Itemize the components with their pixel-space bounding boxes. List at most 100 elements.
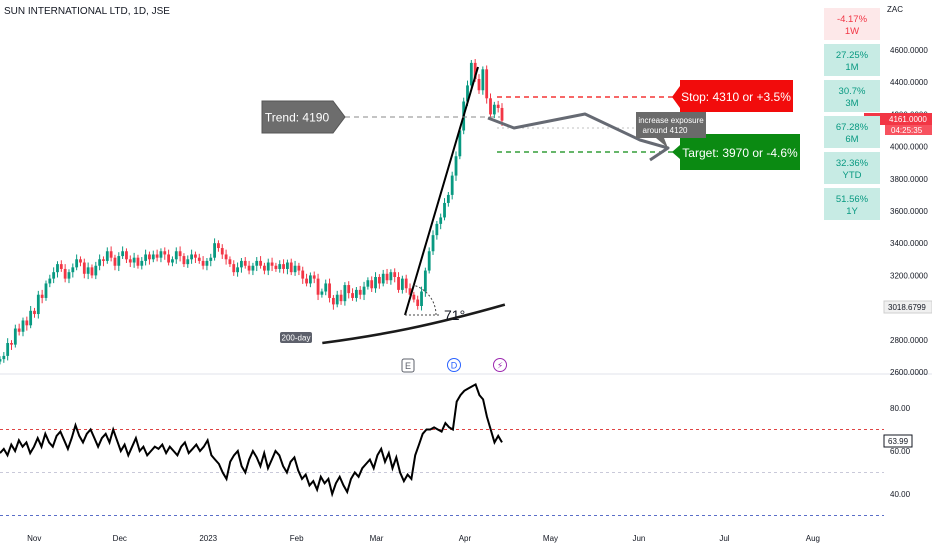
- ma-200-tag-bg: [280, 332, 312, 343]
- candle: [44, 280, 48, 301]
- trend-callout[interactable]: Trend: 4190: [261, 100, 346, 134]
- candle-body: [400, 278, 404, 290]
- candle-body: [274, 265, 278, 269]
- candle: [79, 256, 82, 267]
- candle: [121, 246, 125, 259]
- candle-body: [113, 257, 117, 266]
- perf-cell-1y[interactable]: 51.56%1Y: [824, 188, 880, 220]
- candle: [128, 255, 132, 268]
- candle-body: [25, 320, 29, 326]
- candle-body: [132, 257, 136, 263]
- time-tick-label: Feb: [290, 534, 304, 543]
- ma-200-line[interactable]: [322, 303, 506, 345]
- candle: [178, 246, 182, 262]
- price-tick-label: 3600.0000: [890, 207, 928, 216]
- candle: [243, 257, 247, 269]
- candle: [59, 260, 63, 272]
- candle-body: [297, 265, 301, 271]
- candle: [266, 258, 270, 276]
- candle-body: [282, 264, 285, 269]
- candle: [220, 244, 224, 259]
- candle-body: [328, 283, 331, 298]
- candle-body: [136, 257, 140, 266]
- trend-line[interactable]: [404, 66, 479, 316]
- candle-body: [316, 278, 320, 295]
- candle: [0, 356, 2, 365]
- candle-body: [174, 251, 178, 260]
- candle-body: [125, 251, 128, 260]
- candle-body: [397, 277, 400, 290]
- perf-cell-3m[interactable]: 30.7%3M: [824, 80, 880, 112]
- candle-body: [71, 267, 75, 273]
- candle: [366, 277, 370, 290]
- candle: [385, 268, 389, 284]
- event-badge: [401, 358, 415, 373]
- projection-path[interactable]: [487, 112, 670, 162]
- candle: [328, 278, 331, 303]
- candle-body: [52, 272, 56, 279]
- candle-body: [67, 272, 71, 279]
- rsi-line[interactable]: [0, 382, 503, 498]
- candle-body: [427, 251, 431, 271]
- candle-body: [408, 288, 412, 295]
- symbol-title[interactable]: SUN INTERNATIONAL LTD, 1D, JSE: [4, 6, 170, 17]
- candle: [286, 259, 289, 275]
- candle-body: [243, 260, 247, 266]
- candle-body: [247, 265, 251, 271]
- candle-body: [151, 254, 155, 260]
- candle: [6, 338, 10, 361]
- candle: [148, 251, 151, 265]
- candle-body: [36, 294, 40, 315]
- candle-body: [431, 235, 435, 252]
- perf-cell-6m[interactable]: 67.28%6M: [824, 116, 880, 148]
- price-tick-label: 3800.0000: [890, 175, 928, 184]
- candle-body: [63, 268, 67, 279]
- target-callout[interactable]: Target: 3970 or -4.6%: [672, 134, 800, 170]
- candle-body: [270, 262, 274, 266]
- candle: [71, 263, 75, 278]
- candle-body: [393, 272, 397, 278]
- candle: [446, 192, 450, 207]
- stop-callout[interactable]: Stop: 4310 or +3.5%: [672, 80, 793, 112]
- candle: [443, 198, 446, 221]
- candle-body: [90, 267, 94, 276]
- candle: [213, 238, 216, 261]
- candle: [194, 251, 197, 264]
- dividend-event-icon[interactable]: D: [447, 358, 461, 372]
- candle: [431, 230, 435, 255]
- candle-body: [489, 98, 492, 115]
- time-tick-label: 2023: [199, 534, 217, 543]
- candle: [255, 257, 259, 272]
- candle-body: [128, 259, 132, 263]
- candle-body: [59, 264, 63, 269]
- split-event-icon[interactable]: ⚡: [493, 358, 507, 372]
- candle: [263, 262, 266, 275]
- candle-body: [492, 104, 496, 115]
- target-label: Target: 3970 or -4.6%: [682, 146, 798, 160]
- perf-cell-ytd[interactable]: 32.36%YTD: [824, 152, 880, 184]
- candle: [197, 253, 201, 264]
- candle: [167, 249, 171, 266]
- earnings-event-icon[interactable]: E: [401, 358, 415, 373]
- candle-body: [420, 291, 423, 306]
- candle-body: [6, 343, 10, 356]
- price-tick-label: 3400.0000: [890, 239, 928, 248]
- candle-body: [2, 355, 6, 360]
- candle-body: [293, 265, 297, 273]
- candle-body: [370, 280, 374, 289]
- candle-body: [167, 254, 171, 263]
- perf-cell-1m[interactable]: 27.25%1M: [824, 44, 880, 76]
- candle: [113, 254, 117, 271]
- candle: [86, 262, 90, 280]
- candle: [82, 258, 86, 279]
- candle: [339, 289, 343, 305]
- perf-value: 51.56%: [836, 194, 869, 205]
- perf-cell-1w[interactable]: -4.17%1W: [824, 8, 880, 40]
- candle-body: [48, 278, 52, 284]
- candle: [2, 352, 6, 363]
- candle: [140, 257, 144, 270]
- candle-body: [228, 259, 232, 265]
